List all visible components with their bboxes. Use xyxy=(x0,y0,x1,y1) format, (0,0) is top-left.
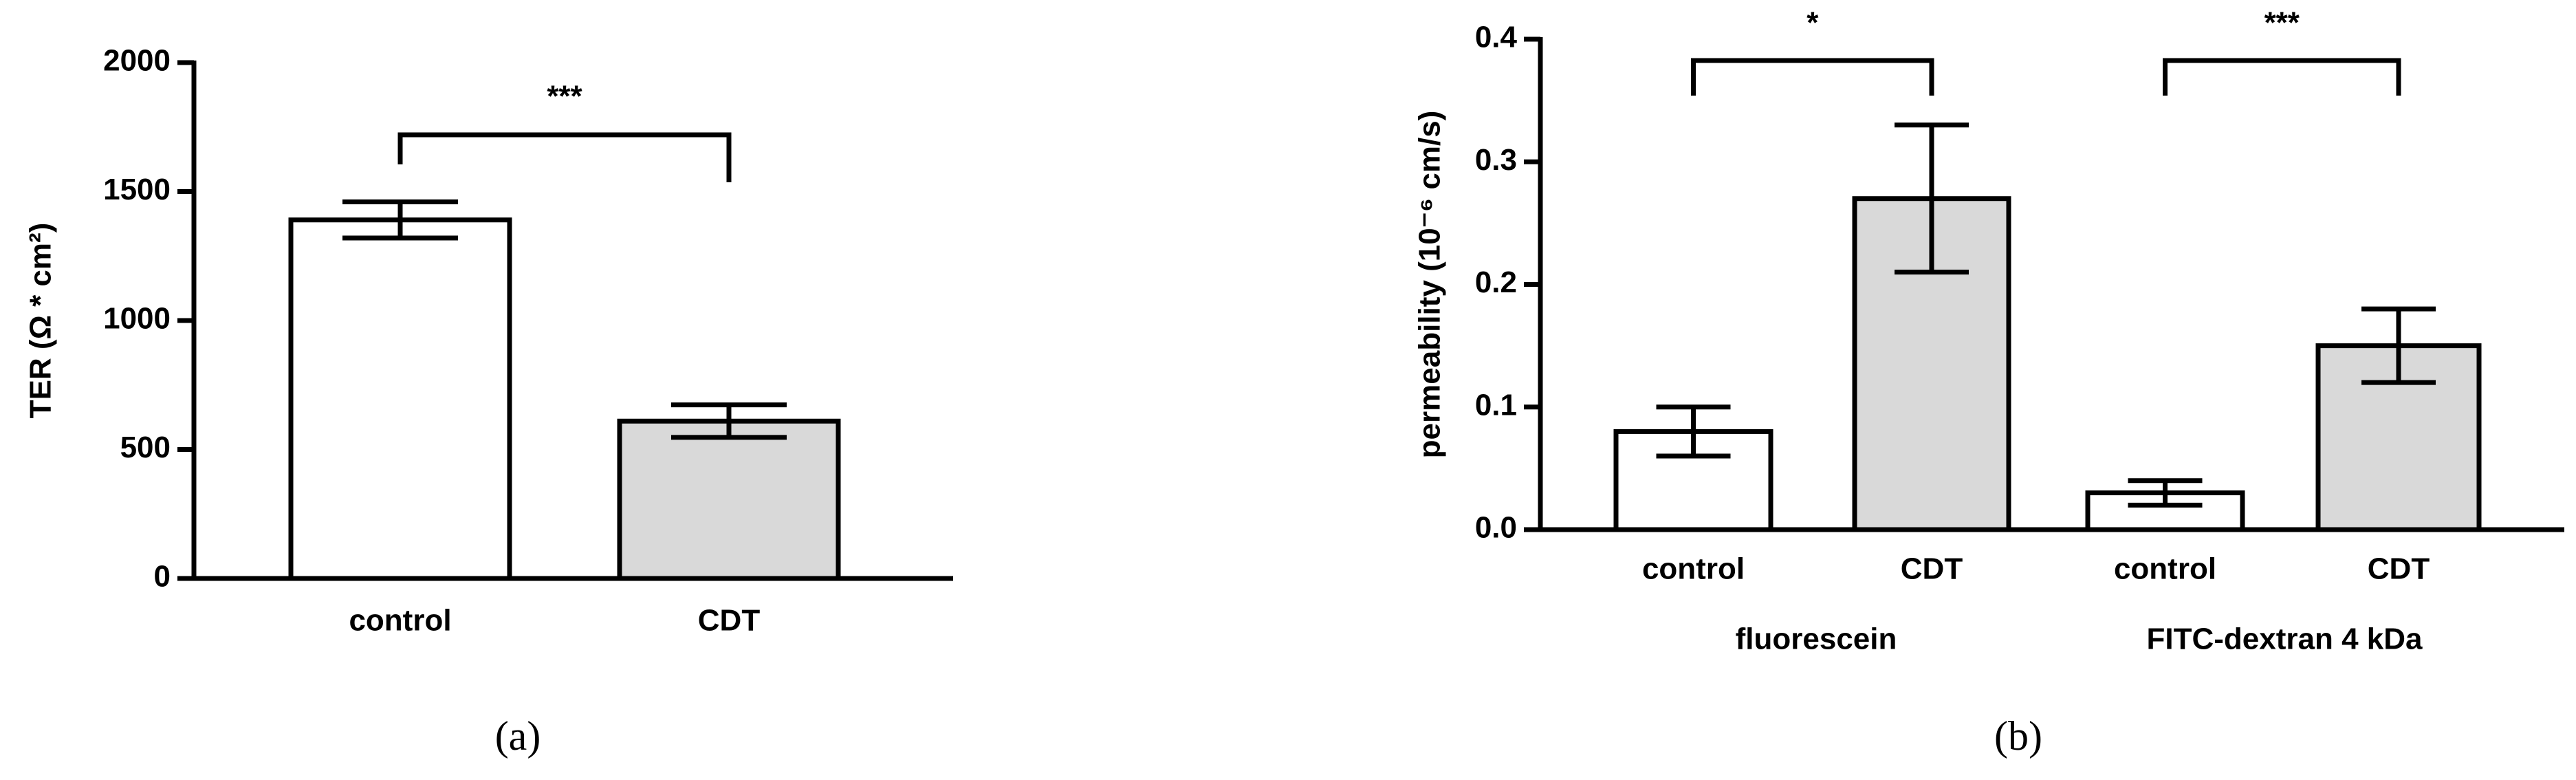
y-tick-label: 1000 xyxy=(103,302,171,336)
y-tick-label: 1500 xyxy=(103,173,171,206)
y-tick-label: 0.3 xyxy=(1475,143,1517,177)
significance-bracket xyxy=(1691,58,1934,96)
y-tick-label: 0.4 xyxy=(1475,21,1518,54)
y-axis-label: permeability (10⁻⁶ cm/s) xyxy=(1413,111,1447,459)
group-label: FITC-dextran 4 kDa xyxy=(2147,622,2423,656)
bar xyxy=(288,217,512,581)
significance-label: *** xyxy=(2264,6,2300,40)
y-tick-label: 500 xyxy=(120,431,171,464)
significance-label: * xyxy=(1807,6,1819,40)
x-tick-label: CDT xyxy=(698,604,761,638)
significance-bracket xyxy=(2163,58,2401,96)
error-bar xyxy=(2361,306,2436,385)
x-tick-label: control xyxy=(349,604,451,638)
bar xyxy=(2085,490,2245,532)
x-tick-label: control xyxy=(1642,552,1745,586)
x-tick-label: control xyxy=(2114,552,2216,586)
error-bar xyxy=(2128,478,2203,508)
bar xyxy=(617,418,841,581)
error-bar xyxy=(671,402,787,440)
y-tick-label: 2000 xyxy=(103,44,171,78)
error-bar xyxy=(342,199,458,241)
error-bar xyxy=(1895,122,1969,275)
significance-bracket xyxy=(397,132,732,182)
group-label: fluorescein xyxy=(1736,622,1897,656)
y-tick-label: 0.2 xyxy=(1475,266,1517,299)
significance-label: *** xyxy=(547,80,582,113)
panel-label: (a) xyxy=(495,713,541,759)
y-tick-label: 0.1 xyxy=(1475,388,1517,422)
y-axis-label: TER (Ω * cm²) xyxy=(24,223,58,419)
x-tick-label: CDT xyxy=(1901,552,1963,586)
x-tick-label: CDT xyxy=(2368,552,2430,586)
y-tick-label: 0 xyxy=(154,560,171,594)
error-bar xyxy=(1656,404,1731,459)
y-tick-label: 0.0 xyxy=(1475,511,1517,545)
panel-label: (b) xyxy=(1994,713,2042,759)
